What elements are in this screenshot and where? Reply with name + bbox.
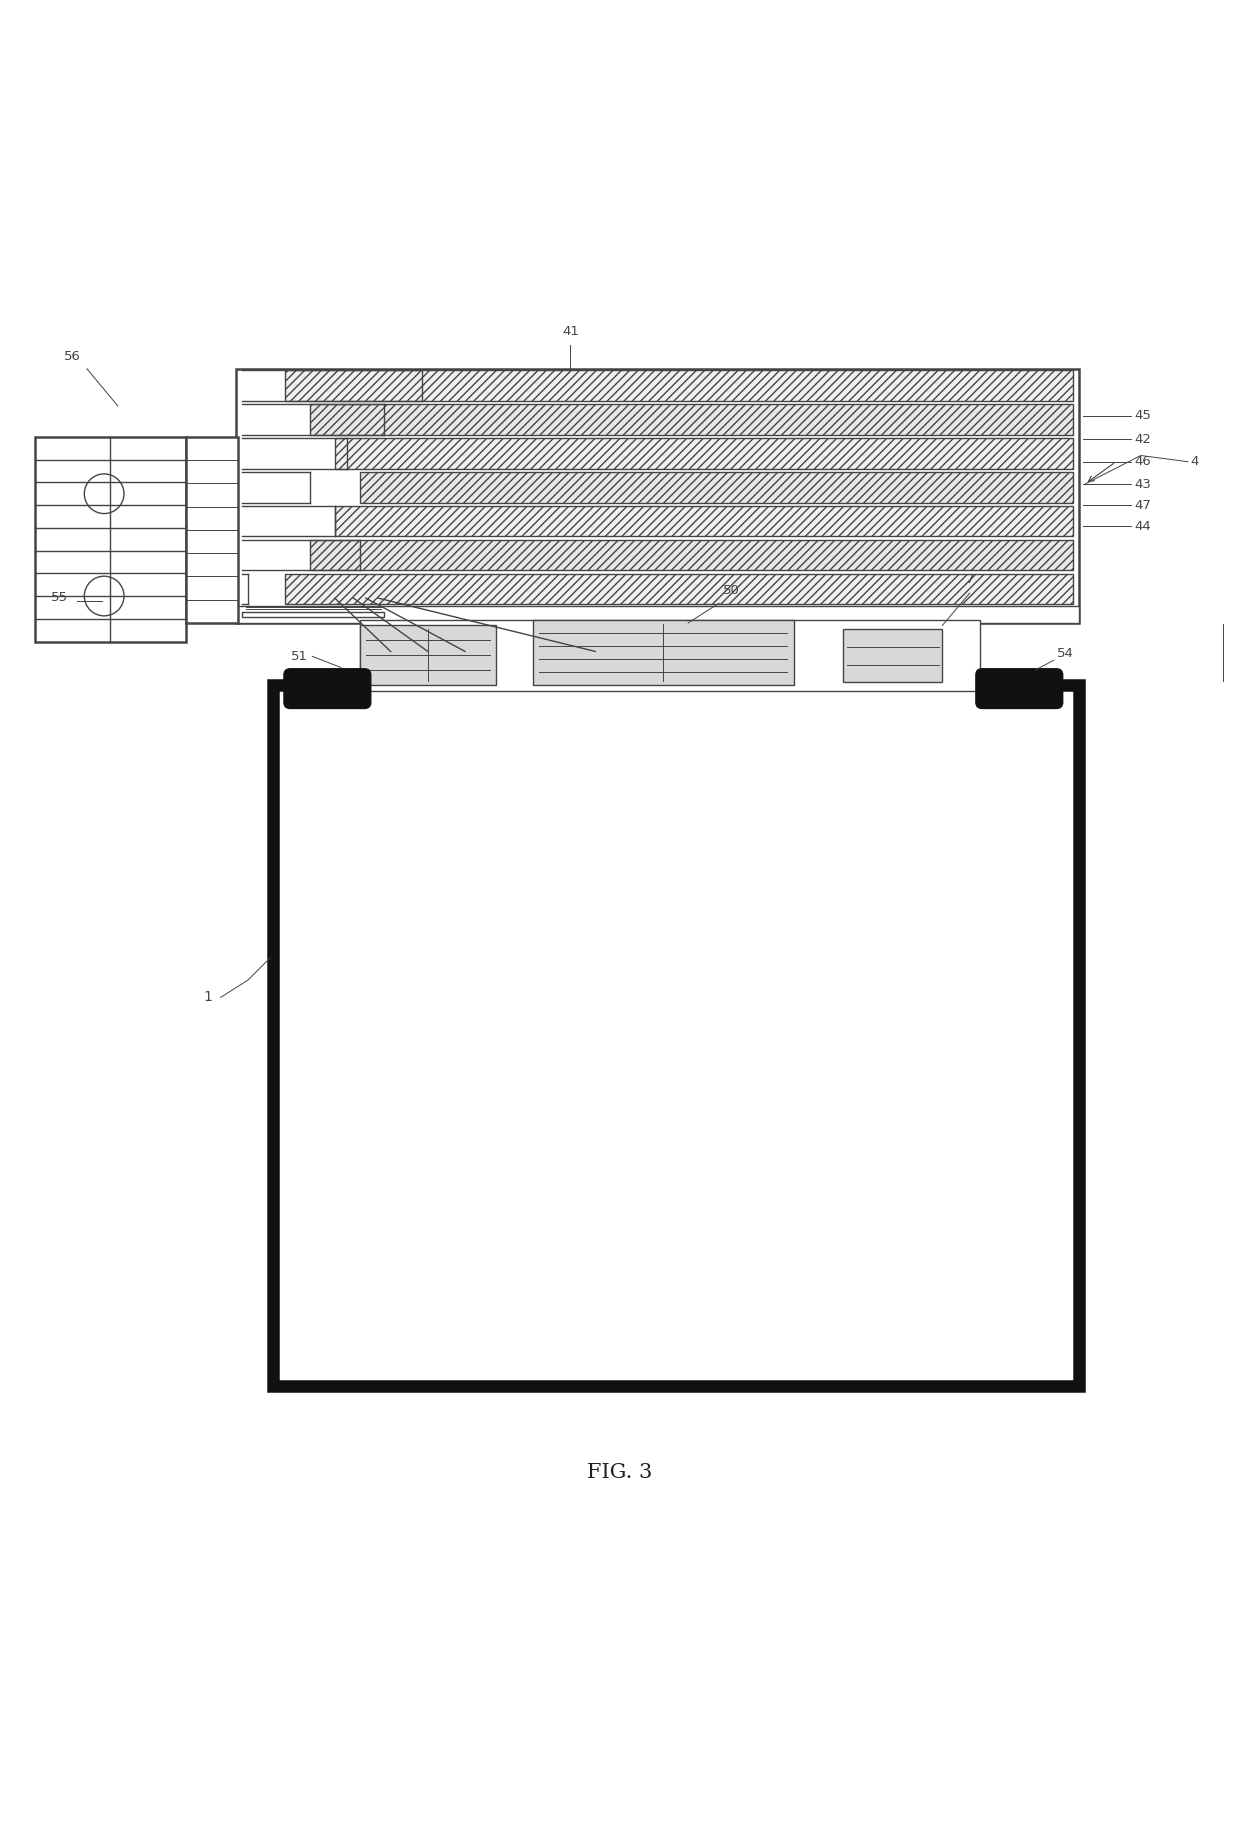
- Bar: [335, 438, 1073, 469]
- Text: 55: 55: [51, 591, 68, 604]
- Text: 43: 43: [1135, 477, 1152, 490]
- Bar: [273, 685, 1079, 1386]
- Text: 44: 44: [1135, 519, 1152, 532]
- Bar: [35, 436, 186, 641]
- Bar: [242, 613, 384, 617]
- Text: 50: 50: [723, 584, 740, 596]
- Bar: [360, 626, 496, 685]
- Text: 41: 41: [562, 326, 579, 339]
- FancyBboxPatch shape: [284, 668, 371, 709]
- Bar: [843, 630, 942, 683]
- Bar: [310, 405, 1073, 434]
- Bar: [360, 471, 1073, 503]
- Bar: [310, 539, 1073, 571]
- Bar: [285, 370, 1073, 401]
- Bar: [285, 574, 1073, 604]
- Text: 51: 51: [290, 650, 308, 663]
- Text: 1: 1: [203, 990, 213, 1003]
- Text: 42: 42: [1135, 433, 1152, 446]
- Text: 45: 45: [1135, 409, 1152, 422]
- Text: 7: 7: [966, 573, 973, 585]
- Text: 56: 56: [63, 350, 81, 363]
- Bar: [360, 620, 980, 690]
- Bar: [533, 620, 794, 685]
- Bar: [236, 368, 1079, 622]
- FancyBboxPatch shape: [976, 668, 1063, 709]
- Text: 54: 54: [1056, 648, 1074, 661]
- Bar: [186, 436, 238, 622]
- Text: FIG. 3: FIG. 3: [588, 1464, 652, 1482]
- Bar: [335, 506, 1073, 536]
- Text: 46: 46: [1135, 455, 1152, 468]
- Text: 47: 47: [1135, 499, 1152, 512]
- Text: 4: 4: [1190, 455, 1199, 468]
- Bar: [236, 606, 1079, 622]
